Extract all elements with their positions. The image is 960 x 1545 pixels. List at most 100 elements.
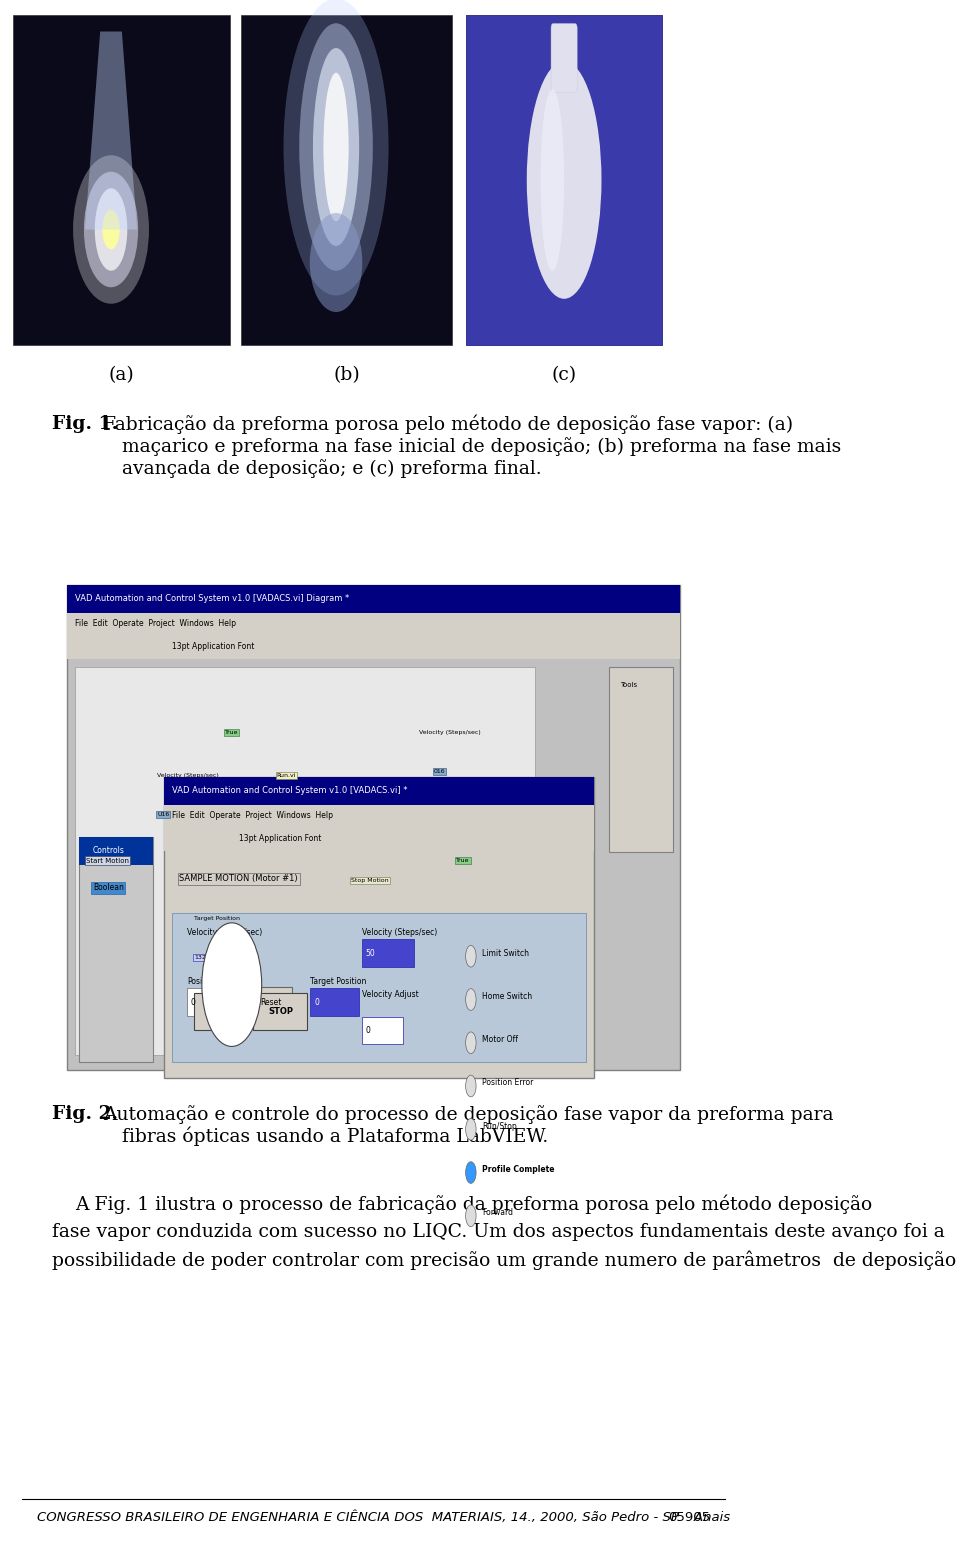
Text: Fabricação da preforma porosa pelo método de deposição fase vapor: (a): Fabricação da preforma porosa pelo métod… [103,416,793,434]
Text: 10000: 10000 [241,952,256,958]
Text: fibras ópticas usando a Plataforma LabVIEW.: fibras ópticas usando a Plataforma LabVI… [122,1126,548,1146]
Text: Forward: Forward [482,1208,513,1217]
FancyBboxPatch shape [362,939,414,967]
Ellipse shape [527,62,602,298]
Text: Velocity (Steps/sec): Velocity (Steps/sec) [419,731,480,735]
Text: Boolean: Boolean [93,884,124,891]
FancyBboxPatch shape [194,993,248,1031]
Circle shape [466,989,476,1010]
Text: Reset: Reset [260,998,281,1006]
Ellipse shape [84,171,138,287]
Text: CONGRESSO BRASILEIRO DE ENGENHARIA E CIÊNCIA DOS  MATERIAIS, 14., 2000, São Pedr: CONGRESSO BRASILEIRO DE ENGENHARIA E CIÊ… [37,1511,731,1523]
FancyBboxPatch shape [310,989,359,1017]
Text: A Fig. 1 ilustra o processo de fabricação da preforma porosa pelo método deposiç: A Fig. 1 ilustra o processo de fabricaçã… [75,1194,872,1214]
Text: Position Error: Position Error [482,1078,534,1088]
Text: 132: 132 [194,955,206,959]
Polygon shape [85,31,137,230]
Circle shape [202,922,262,1046]
Text: Target Position: Target Position [194,916,240,921]
Circle shape [466,1119,476,1140]
FancyBboxPatch shape [250,987,293,1018]
FancyBboxPatch shape [164,777,593,805]
Ellipse shape [324,73,348,221]
FancyBboxPatch shape [610,667,673,853]
Text: Limit Switch: Limit Switch [482,949,529,958]
Text: True: True [225,731,238,735]
Text: Motor Off: Motor Off [482,1035,518,1044]
Text: True: True [456,857,469,864]
Text: Automação e controle do processo de deposição fase vapor da preforma para: Automação e controle do processo de depo… [103,1105,833,1123]
Text: fase vapor conduzida com sucesso no LIQC. Um dos aspectos fundamentais deste ava: fase vapor conduzida com sucesso no LIQC… [53,1224,945,1241]
Text: avançada de deposição; e (c) preforma final.: avançada de deposição; e (c) preforma fi… [122,459,541,477]
Circle shape [466,946,476,967]
Text: (c): (c) [552,366,577,385]
Circle shape [466,1075,476,1097]
FancyBboxPatch shape [164,827,593,851]
Text: (b): (b) [333,366,360,385]
FancyBboxPatch shape [13,15,230,345]
Text: 13pt Application Font: 13pt Application Font [239,834,322,844]
Ellipse shape [95,188,128,270]
FancyBboxPatch shape [164,805,593,827]
Text: Velocity (Steps/sec): Velocity (Steps/sec) [157,772,219,779]
FancyBboxPatch shape [551,23,577,93]
Text: Home Switch: Home Switch [482,992,532,1001]
Text: maçarico e preforma na fase inicial de deposição; (b) preforma na fase mais: maçarico e preforma na fase inicial de d… [122,437,841,456]
Text: Fig. 2.: Fig. 2. [53,1105,118,1123]
Ellipse shape [283,0,389,295]
FancyBboxPatch shape [79,837,154,865]
Text: 13pt Application Font: 13pt Application Font [172,643,254,652]
Text: STOP: STOP [268,1007,293,1015]
Text: 016: 016 [434,769,445,774]
FancyBboxPatch shape [79,837,154,1063]
FancyBboxPatch shape [466,15,662,345]
Text: Tools: Tools [620,683,637,689]
Text: (a): (a) [109,366,134,385]
Text: File  Edit  Operate  Project  Windows  Help: File Edit Operate Project Windows Help [172,811,333,820]
Text: Velocity Adjust: Velocity Adjust [362,990,419,1000]
FancyBboxPatch shape [67,635,681,660]
Ellipse shape [300,23,372,270]
Ellipse shape [73,154,149,304]
Ellipse shape [310,213,362,312]
Text: Run/Stop: Run/Stop [482,1122,516,1131]
Text: VAD Automation and Control System v1.0 [VADACS.vi] *: VAD Automation and Control System v1.0 [… [172,786,407,796]
FancyBboxPatch shape [253,993,307,1031]
Text: VAD Automation and Control System v1.0 [VADACS.vi] Diagram *: VAD Automation and Control System v1.0 [… [75,595,349,604]
Text: Profile Complete: Profile Complete [482,1165,555,1174]
FancyBboxPatch shape [187,989,235,1017]
Text: Start Motion: Start Motion [86,857,129,864]
FancyBboxPatch shape [242,15,451,345]
FancyBboxPatch shape [67,613,681,635]
Text: Run.vi: Run.vi [276,772,296,779]
Ellipse shape [103,210,120,249]
FancyBboxPatch shape [67,586,681,1071]
FancyBboxPatch shape [362,1017,403,1044]
Text: 10: 10 [221,1026,228,1031]
FancyBboxPatch shape [172,913,587,1063]
Text: 50: 50 [366,949,375,958]
Text: Stop Motion: Stop Motion [351,878,389,882]
Ellipse shape [313,48,359,246]
FancyBboxPatch shape [466,15,662,345]
Text: 0: 0 [366,1026,371,1035]
Text: START: START [205,1007,235,1015]
Text: U16: U16 [157,811,169,817]
Text: Controls: Controls [92,847,125,854]
Text: possibilidade de poder controlar com precisão um grande numero de parâmetros  de: possibilidade de poder controlar com pre… [53,1251,956,1270]
Ellipse shape [540,90,564,270]
Text: 1: 1 [209,998,212,1003]
Text: 100: 100 [238,1023,248,1027]
Text: Fig. 1.: Fig. 1. [53,416,118,433]
FancyBboxPatch shape [164,777,593,1078]
Text: 05905: 05905 [668,1511,710,1523]
Text: Velocity (Steps/sec): Velocity (Steps/sec) [362,929,437,938]
FancyBboxPatch shape [75,667,535,1055]
Text: 1000: 1000 [248,990,260,995]
Text: SAMPLE MOTION (Motor #1): SAMPLE MOTION (Motor #1) [180,874,298,884]
Text: File  Edit  Operate  Project  Windows  Help: File Edit Operate Project Windows Help [75,620,236,629]
Text: Velocity (Steps/sec): Velocity (Steps/sec) [187,929,262,938]
Text: 0: 0 [314,998,319,1006]
FancyBboxPatch shape [67,586,681,613]
Circle shape [466,1162,476,1183]
